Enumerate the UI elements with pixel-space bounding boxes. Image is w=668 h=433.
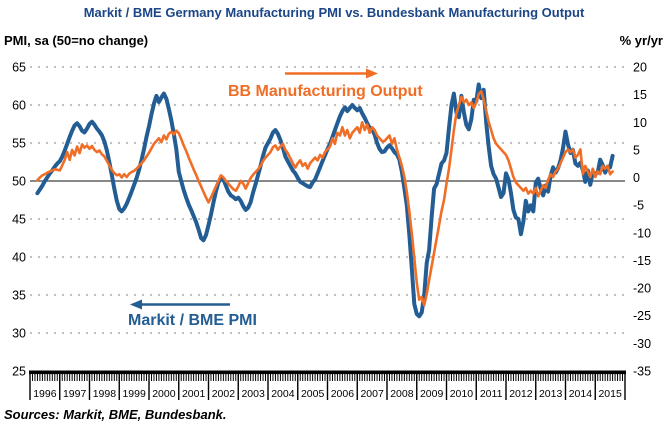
x-tick-label-2001: 2001 bbox=[182, 388, 206, 400]
right-tick-label-15: 15 bbox=[633, 88, 647, 102]
right-tick-label--35: -35 bbox=[633, 365, 651, 379]
x-axis-line bbox=[29, 370, 626, 375]
x-tick-label-1998: 1998 bbox=[93, 388, 117, 400]
right-tick-label--20: -20 bbox=[633, 282, 651, 296]
output-arrow-head bbox=[366, 68, 378, 79]
x-tick-label-2003: 2003 bbox=[241, 388, 265, 400]
x-tick-label-1996: 1996 bbox=[33, 388, 57, 400]
left-axis-title: PMI, sa (50=no change) bbox=[4, 33, 149, 48]
x-tick-label-2010: 2010 bbox=[450, 388, 474, 400]
legend-output-label: BB Manufacturing Output bbox=[228, 83, 423, 100]
legend-pmi-label: Markit / BME PMI bbox=[128, 312, 257, 329]
left-tick-label-60: 60 bbox=[12, 99, 26, 113]
right-tick-label-20: 20 bbox=[633, 61, 647, 75]
chart-title: Markit / BME Germany Manufacturing PMI v… bbox=[83, 5, 585, 20]
x-tick-label-2012: 2012 bbox=[509, 388, 533, 400]
x-tick-label-2008: 2008 bbox=[390, 388, 414, 400]
x-tick-label-2005: 2005 bbox=[301, 388, 325, 400]
left-tick-label-45: 45 bbox=[12, 213, 26, 227]
x-tick-label-1999: 1999 bbox=[122, 388, 146, 400]
right-tick-label-10: 10 bbox=[633, 116, 647, 130]
left-tick-label-50: 50 bbox=[12, 175, 26, 189]
output-line bbox=[36, 90, 614, 307]
left-tick-label-35: 35 bbox=[12, 289, 26, 303]
left-tick-label-30: 30 bbox=[12, 327, 26, 341]
x-tick-label-2013: 2013 bbox=[539, 388, 563, 400]
x-tick-label-2009: 2009 bbox=[420, 388, 444, 400]
x-tick-label-2004: 2004 bbox=[271, 388, 295, 400]
x-tick-label-1997: 1997 bbox=[63, 388, 87, 400]
x-tick-label-2007: 2007 bbox=[360, 388, 384, 400]
left-tick-label-65: 65 bbox=[12, 61, 26, 75]
right-tick-label--25: -25 bbox=[633, 309, 651, 323]
right-tick-label--15: -15 bbox=[633, 254, 651, 268]
right-tick-label--10: -10 bbox=[633, 226, 651, 240]
x-tick-label-2002: 2002 bbox=[212, 388, 236, 400]
x-tick-label-2015: 2015 bbox=[598, 388, 622, 400]
right-axis-title: % yr/yr bbox=[619, 33, 663, 48]
x-tick-label-2011: 2011 bbox=[480, 388, 503, 400]
sources-note: Sources: Markit, BME, Bundesbank. bbox=[4, 407, 227, 422]
left-tick-label-40: 40 bbox=[12, 251, 26, 265]
right-tick-label--5: -5 bbox=[633, 199, 644, 213]
left-tick-label-25: 25 bbox=[12, 365, 26, 379]
x-tick-label-2006: 2006 bbox=[331, 388, 355, 400]
right-tick-label-5: 5 bbox=[633, 143, 640, 157]
right-tick-label-0: 0 bbox=[633, 171, 640, 185]
x-tick-label-2000: 2000 bbox=[152, 388, 176, 400]
x-tick-label-2014: 2014 bbox=[569, 388, 593, 400]
left-tick-label-55: 55 bbox=[12, 137, 26, 151]
pmi-arrow-head bbox=[130, 299, 142, 310]
right-tick-label--30: -30 bbox=[633, 337, 651, 351]
pmi-line bbox=[35, 82, 615, 319]
